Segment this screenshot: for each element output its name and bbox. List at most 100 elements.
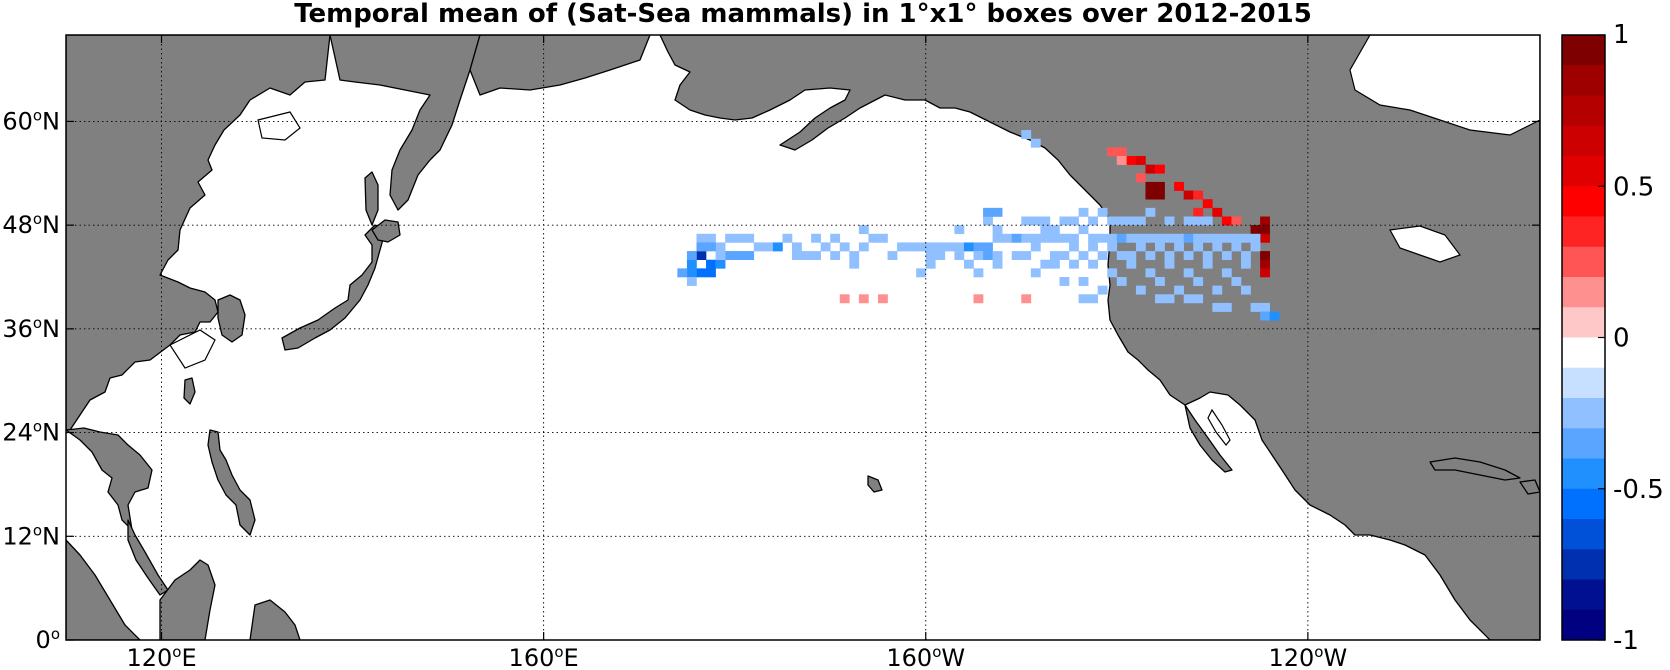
colorbar-tick-label: 1	[1613, 20, 1630, 50]
heatmap-cell	[858, 242, 869, 252]
heatmap-cell	[1241, 285, 1251, 295]
colorbar-segment	[1562, 277, 1605, 308]
heatmap-cell	[992, 207, 1003, 217]
heatmap-cell	[1250, 242, 1261, 252]
land-alaska	[659, 35, 1540, 640]
heatmap-cell	[1049, 251, 1060, 261]
map-title: Temporal mean of (Sat-Sea mammals) in 1°…	[294, 0, 1312, 29]
heatmap-cell	[849, 251, 860, 261]
heatmap-cell	[1164, 294, 1175, 304]
colorbar-segment	[1562, 65, 1605, 96]
hudson-bay	[1349, 35, 1540, 136]
heatmap-cell	[1021, 130, 1032, 140]
heatmap-cell	[1030, 216, 1041, 226]
heatmap-cell	[1078, 225, 1089, 235]
heatmap-cell	[1069, 242, 1079, 252]
heatmap-cell	[686, 277, 697, 286]
heatmap-cell	[1078, 294, 1089, 304]
heatmap-cell	[1193, 216, 1204, 226]
colorbar-segment	[1562, 95, 1605, 127]
heatmap-cell	[992, 251, 1003, 261]
heatmap-cell	[963, 259, 974, 269]
heatmap-cell	[1260, 311, 1270, 321]
heatmap-cell	[1011, 251, 1022, 261]
heatmap-cell	[1040, 216, 1051, 226]
land-sakhalin	[364, 171, 379, 226]
heatmap-cell	[1155, 294, 1165, 304]
heatmap-cell	[1231, 242, 1242, 252]
heatmap-cell	[858, 225, 869, 235]
colorbar-tick-label: 0	[1613, 324, 1630, 354]
heatmap-cell	[1116, 147, 1127, 157]
heatmap-cell	[772, 242, 783, 252]
heatmap-cell	[1126, 216, 1137, 226]
heatmap-cell	[1221, 302, 1232, 312]
map-frame	[65, 34, 1541, 641]
land-korea	[217, 294, 246, 343]
heatmap-cell	[877, 294, 888, 304]
land-kamchatka	[329, 35, 481, 211]
colorbar-segment	[1562, 458, 1605, 490]
heatmap-cell	[1040, 259, 1051, 269]
heatmap-cell	[1260, 233, 1270, 243]
heatmap-cell	[973, 251, 984, 261]
heatmap-cell	[1193, 190, 1204, 200]
sea-okhotsk	[257, 111, 301, 141]
heatmap-cell	[1145, 190, 1156, 200]
heatmap-cell	[1030, 233, 1041, 243]
lat-tick-label: 24oN	[2, 418, 60, 447]
heatmap-cell	[1078, 277, 1089, 286]
colorbar-tick-labels: 1 0.5 0 -0.5 -1	[1598, 20, 1664, 656]
heatmap-cell	[1135, 173, 1146, 183]
heatmap-cell	[801, 251, 812, 261]
heatmap-cell	[1116, 251, 1127, 261]
yellow-sea	[169, 329, 216, 369]
land-new-guinea	[249, 599, 301, 640]
lon-tick-labels: 120oE 160oE 160oW 120oW	[126, 643, 1347, 670]
heatmap-cell	[686, 268, 697, 278]
heatmap-cell	[1183, 268, 1194, 278]
heatmap-cell	[983, 242, 993, 252]
heatmap-cell	[1212, 302, 1223, 312]
heatmap-cell	[1250, 233, 1261, 243]
heatmap-cell	[1069, 233, 1079, 243]
heatmap-cell	[1193, 207, 1204, 217]
heatmap-cell	[1183, 190, 1194, 200]
inland-water	[169, 35, 1540, 446]
land-hokkaido	[371, 219, 401, 243]
heatmap-cell	[1049, 259, 1060, 269]
heatmap-cell	[1212, 233, 1223, 243]
heatmap-cell	[1145, 207, 1156, 217]
heatmap-cell	[935, 251, 946, 261]
colorbar-segment	[1562, 519, 1605, 550]
lat-tick-labels: 0o 12oN 24oN 36oN 48oN 60oN	[2, 106, 60, 654]
heatmap-cell	[1116, 156, 1127, 165]
heatmap-cell	[696, 233, 707, 243]
land-hispaniola	[1519, 479, 1540, 495]
heatmap-cell	[1260, 225, 1270, 235]
heatmap-cell	[1030, 242, 1041, 252]
heatmap-cell	[1231, 233, 1242, 243]
heatmap-cell	[1202, 199, 1213, 209]
lat-tick-label: 36oN	[2, 314, 60, 343]
heatmap-cell	[725, 251, 735, 261]
heatmap-cell	[1202, 233, 1213, 243]
heatmap-cell	[1241, 233, 1251, 243]
heatmap-cell	[1212, 285, 1223, 295]
land-cuba	[1429, 457, 1521, 481]
land-indochina	[66, 427, 153, 531]
heatmap-cell	[1021, 216, 1032, 226]
colorbar-tick-label: -1	[1613, 626, 1639, 656]
colorbar-segment	[1562, 246, 1605, 278]
colorbar-segment	[1562, 579, 1605, 611]
heatmap-cell	[1126, 251, 1137, 261]
heatmap-cell	[877, 233, 888, 243]
heatmap-cell	[925, 242, 936, 252]
colorbar-segment	[1562, 216, 1605, 248]
heatmap-cell	[1250, 302, 1261, 312]
heatmap-cell	[1193, 294, 1204, 304]
colorbar-segment	[1562, 398, 1605, 429]
land-masses	[66, 35, 1540, 640]
heatmap-cell	[1231, 216, 1242, 226]
heatmap-cell	[1126, 259, 1137, 269]
